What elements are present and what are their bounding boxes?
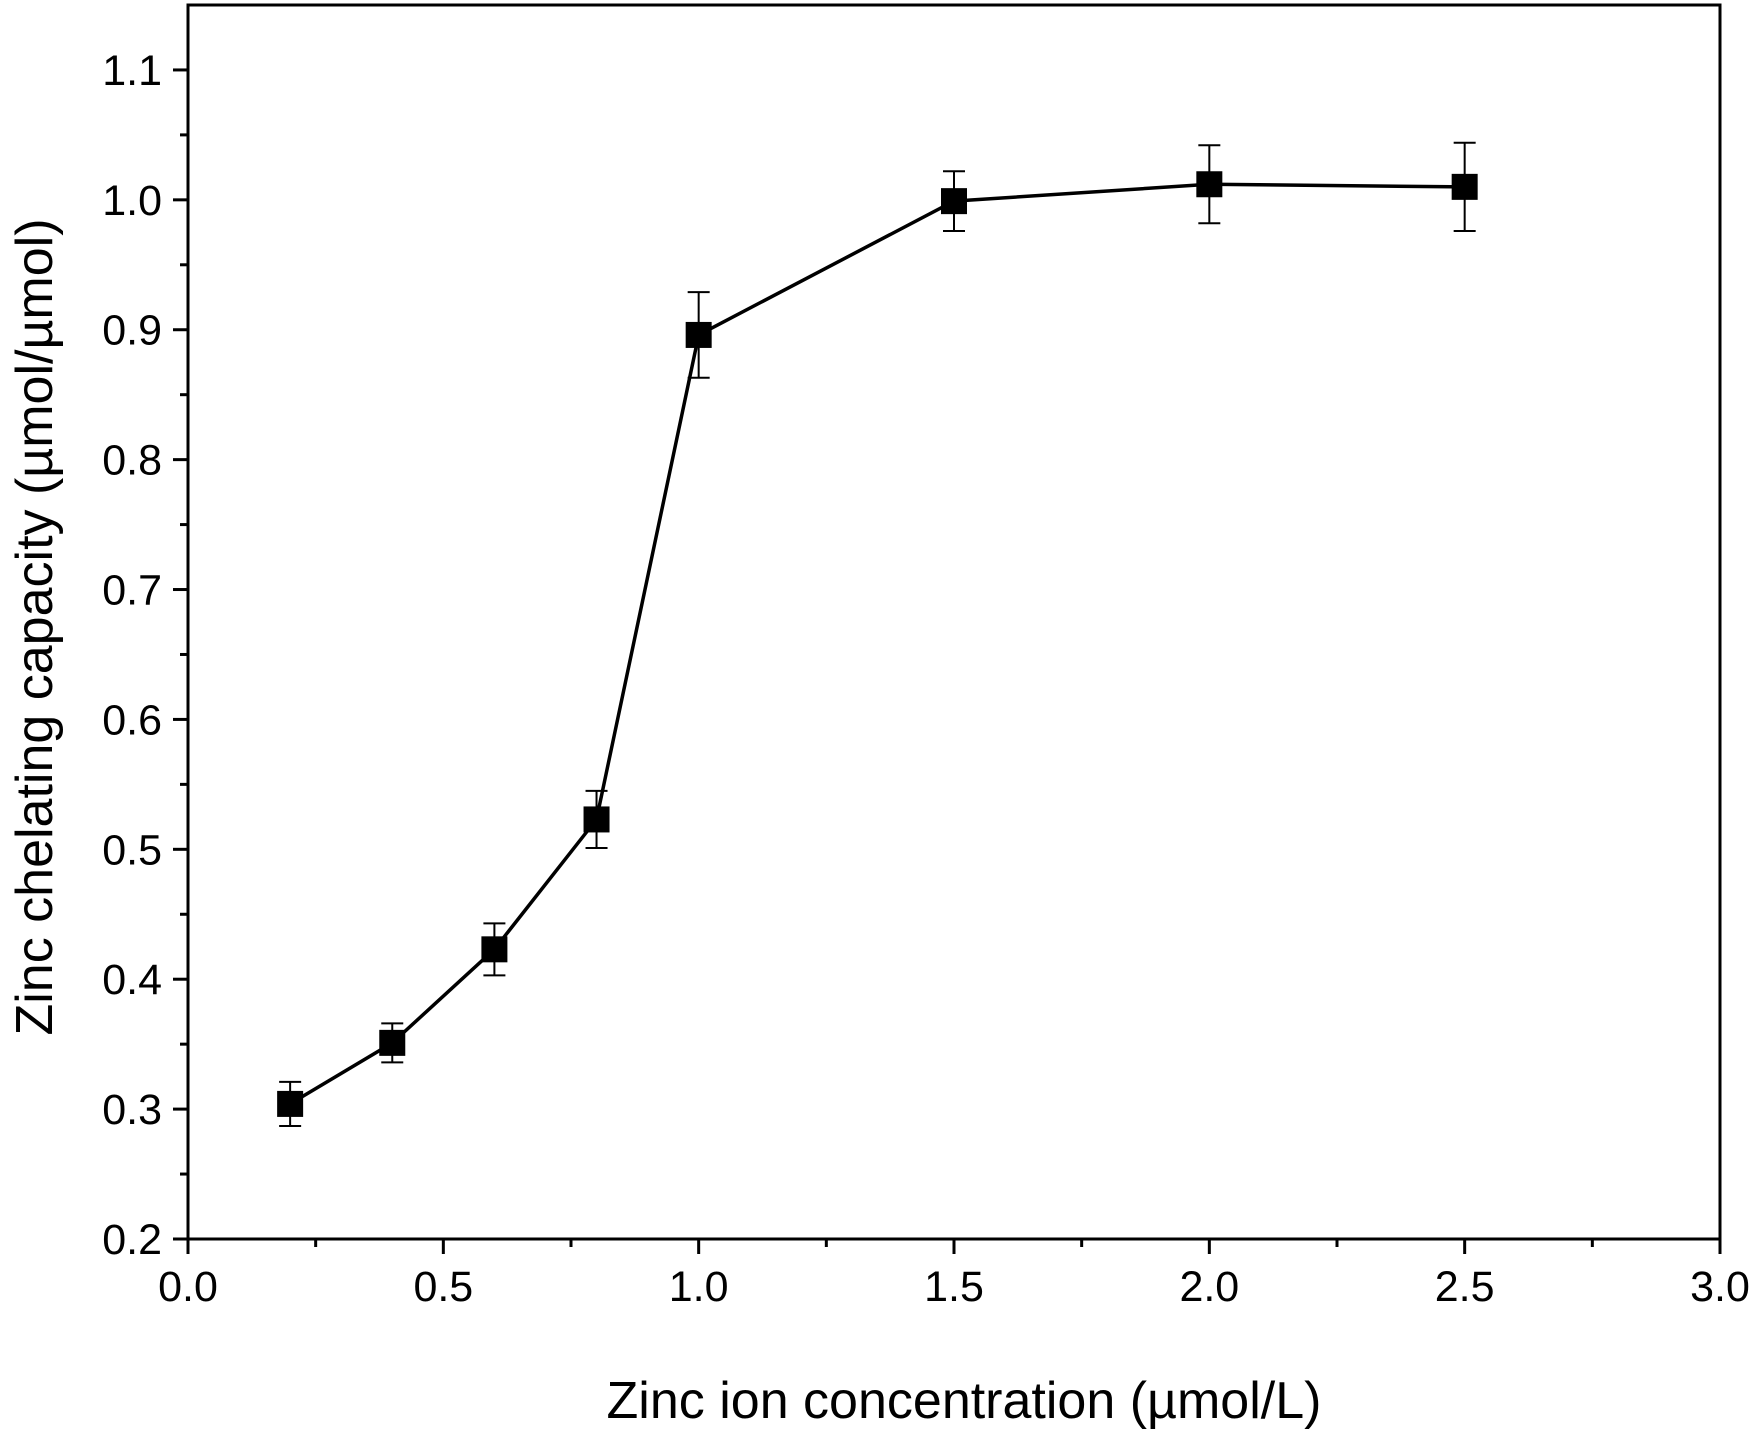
data-point — [1451, 173, 1478, 200]
error-bars — [279, 141, 1476, 1127]
x-tick-labels: 0.0 0.5 1.0 1.5 2.0 2.5 3.0 — [158, 1263, 1750, 1311]
data-markers — [277, 171, 1478, 1117]
data-point — [277, 1090, 304, 1117]
x-tick-label: 2.0 — [1179, 1263, 1239, 1311]
y-tick-label: 0.3 — [102, 1086, 162, 1134]
series-line — [289, 182, 1465, 1106]
x-tick-label: 3.0 — [1690, 1263, 1750, 1311]
x-tick-label: 0.0 — [158, 1263, 218, 1311]
y-tick-label: 0.8 — [102, 437, 162, 485]
series-line — [289, 182, 1465, 1106]
y-tick-label: 1.0 — [102, 177, 162, 225]
data-point — [583, 806, 610, 833]
x-tick-label: 1.5 — [924, 1263, 984, 1311]
y-tick-label: 0.2 — [102, 1216, 162, 1264]
x-axis-title: Zinc ion concentration (µmol/L) — [607, 1372, 1322, 1430]
data-point — [685, 321, 712, 348]
y-tick-label: 0.7 — [102, 567, 162, 615]
data-point — [941, 188, 967, 215]
y-tick-label: 1.1 — [102, 47, 162, 95]
x-tick-label: 2.5 — [1435, 1263, 1495, 1311]
y-axis-title: Zinc chelating capacity (µmol/µmol) — [6, 218, 64, 1035]
data-point — [1196, 171, 1223, 198]
y-tick-labels: 0.2 0.3 0.4 0.5 0.6 0.7 0.8 0.9 1.0 1.1 — [102, 47, 162, 1264]
y-tick-label: 0.9 — [102, 307, 162, 355]
plot-frame — [186, 3, 1722, 1241]
data-point — [379, 1029, 406, 1056]
axis-ticks — [173, 68, 1722, 1254]
data-point — [481, 936, 508, 963]
y-tick-label: 0.6 — [102, 696, 162, 744]
y-tick-label: 0.5 — [102, 826, 162, 874]
x-tick-label: 0.5 — [413, 1263, 473, 1311]
x-tick-label: 1.0 — [669, 1263, 729, 1311]
y-tick-label: 0.4 — [102, 956, 162, 1004]
